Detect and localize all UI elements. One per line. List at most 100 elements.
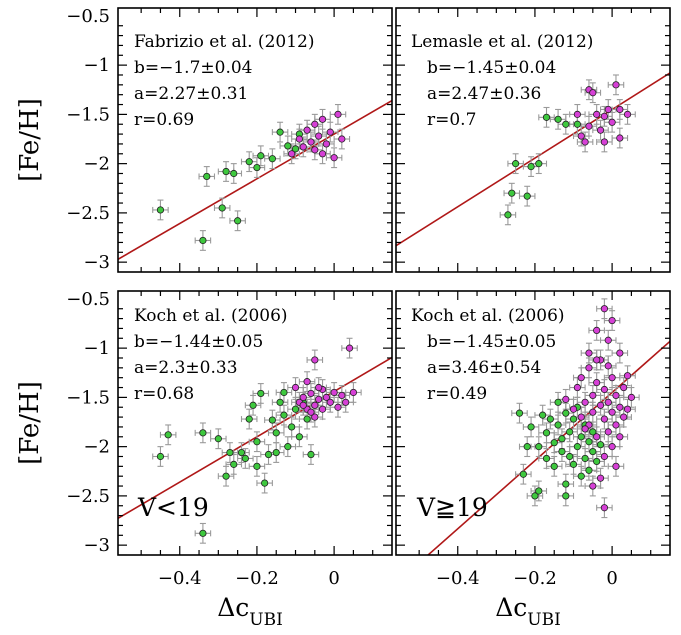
green-point <box>573 443 581 451</box>
green-point <box>230 169 238 178</box>
green-point <box>253 462 261 470</box>
magenta-point <box>330 154 338 162</box>
green-point <box>164 431 172 439</box>
x-tick-label: −0.4 <box>436 568 480 589</box>
magenta-point <box>608 316 616 325</box>
magenta-point <box>623 372 632 380</box>
magenta-point <box>604 428 612 436</box>
magenta-point <box>581 138 589 146</box>
green-point <box>245 415 253 423</box>
green-point <box>214 435 222 443</box>
green-point <box>199 529 207 537</box>
green-point <box>261 479 269 487</box>
green-point <box>272 448 280 457</box>
magenta-point <box>604 362 612 370</box>
magenta-point <box>616 349 624 357</box>
magenta-point <box>593 110 601 118</box>
x-tick-label: −0.2 <box>235 568 279 589</box>
magenta-point <box>349 388 358 397</box>
error-bar <box>248 455 266 477</box>
magenta-point <box>616 105 624 114</box>
green-point <box>156 452 165 461</box>
green-point <box>257 389 265 398</box>
y-axis-label-top: [Fe/H] <box>15 98 45 182</box>
green-point <box>589 447 597 456</box>
green-point <box>272 429 280 437</box>
magenta-point <box>562 395 570 403</box>
green-point <box>218 204 226 212</box>
magenta-point <box>581 398 589 406</box>
green-point <box>577 472 585 480</box>
green-point <box>291 145 300 153</box>
magenta-point <box>573 110 581 118</box>
green-point <box>562 492 570 500</box>
magenta-point <box>311 401 319 409</box>
magenta-point <box>604 105 612 114</box>
axis-ticks <box>118 8 392 272</box>
magenta-point <box>600 138 608 146</box>
magenta-point <box>616 134 624 142</box>
stat-b: b=−1.45±0.05 <box>427 332 556 352</box>
green-point <box>519 470 527 478</box>
x-tick-label: −0.2 <box>513 568 557 589</box>
green-point <box>199 429 207 437</box>
magenta-point <box>299 401 307 409</box>
green-point <box>264 450 273 459</box>
magenta-point <box>612 462 620 470</box>
y-tick-label: −2.5 <box>66 486 110 507</box>
magenta-point <box>299 393 307 401</box>
green-point <box>523 192 531 200</box>
magenta-point <box>589 482 597 490</box>
fit-line <box>118 356 392 520</box>
magenta-point <box>623 110 632 118</box>
magenta-point <box>322 393 330 401</box>
green-point <box>234 217 242 225</box>
green-point <box>253 438 261 446</box>
green-point <box>230 460 238 468</box>
magenta-point <box>593 326 601 335</box>
green-point <box>566 428 574 436</box>
magenta-point <box>303 378 311 386</box>
green-point <box>222 167 230 176</box>
y-tick-labels: −0.5 −1 −1.5 −2 −2.5 −3 −0.5 −1 −1.5 −2 −2.5 −3 <box>66 6 110 556</box>
error-bar <box>321 121 339 143</box>
panel-bottom-left: Koch et al. (2006) b=−1.44±0.05 a=2.3±0.… <box>117 290 393 556</box>
magenta-point <box>612 391 620 400</box>
axis-ticks <box>396 8 670 272</box>
magenta-point <box>322 140 330 148</box>
magenta-point <box>585 364 593 372</box>
magenta-point <box>307 138 315 146</box>
magenta-point <box>569 405 578 413</box>
magenta-point <box>315 383 323 392</box>
magenta-point <box>303 126 311 134</box>
green-point <box>535 487 543 495</box>
magenta-point <box>589 391 597 400</box>
stat-a: a=2.27±0.31 <box>134 84 248 104</box>
green-point <box>276 128 284 136</box>
green-point <box>581 454 589 463</box>
green-point <box>569 460 578 468</box>
magenta-point <box>577 374 585 382</box>
green-point <box>512 160 520 168</box>
magenta-point <box>299 143 307 151</box>
magenta-point <box>623 405 632 413</box>
green-point <box>566 452 574 461</box>
green-point <box>542 113 551 121</box>
green-point <box>535 160 543 168</box>
green-point <box>554 115 562 123</box>
green-point <box>546 415 554 423</box>
stat-a: a=2.47±0.36 <box>427 84 541 104</box>
magenta-point <box>608 118 616 126</box>
plot-frame <box>117 7 393 273</box>
green-point <box>542 429 551 437</box>
x-tick-labels: −0.4 −0.2 0 −0.4 −0.2 0 <box>158 568 618 589</box>
data-marks <box>426 298 670 555</box>
magenta-point <box>318 150 327 158</box>
stat-b: b=−1.7±0.04 <box>134 58 253 78</box>
magenta-point <box>338 135 346 143</box>
green-point <box>504 211 512 219</box>
green-point <box>554 421 562 429</box>
magenta-point <box>307 389 315 398</box>
magenta-point <box>585 122 593 130</box>
panel-top-left: Fabrizio et al. (2012) b=−1.7±0.04 a=2.2… <box>117 7 393 273</box>
